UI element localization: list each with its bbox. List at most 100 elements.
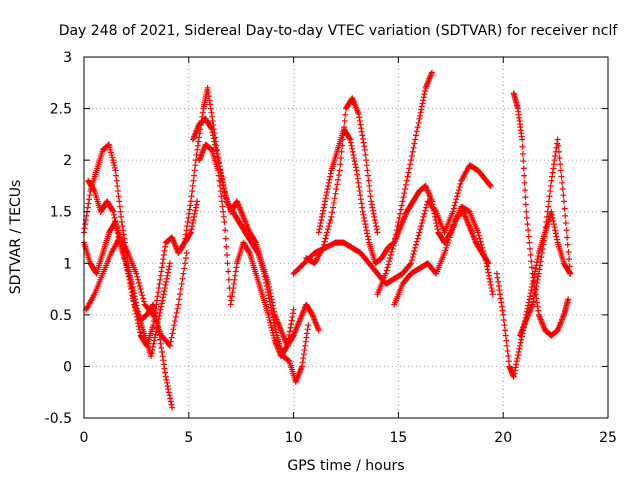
y-tick-label: 1.5 <box>50 205 72 221</box>
data-point <box>327 170 334 177</box>
data-point <box>130 287 137 294</box>
data-point <box>421 91 428 98</box>
data-point <box>544 213 551 220</box>
data-point <box>485 272 492 279</box>
data-point <box>547 182 554 189</box>
data-point <box>221 219 228 226</box>
data-point <box>302 338 309 345</box>
data-point <box>355 110 362 117</box>
data-point <box>132 296 139 303</box>
data-point <box>322 235 329 242</box>
data-point <box>483 260 490 267</box>
data-point <box>140 298 147 305</box>
data-point <box>386 258 393 265</box>
y-tick-label: 0.5 <box>50 308 72 324</box>
data-point <box>502 327 509 334</box>
data-point <box>167 338 174 345</box>
data-point <box>366 188 373 195</box>
data-point <box>194 198 201 205</box>
data-point <box>394 223 401 230</box>
data-point <box>554 236 561 243</box>
data-point <box>497 291 504 298</box>
data-point <box>332 190 339 197</box>
data-point <box>551 224 558 231</box>
data-point <box>129 284 136 291</box>
data-point <box>335 172 342 179</box>
data-point <box>550 221 557 228</box>
data-point <box>228 293 235 300</box>
data-point <box>566 269 573 276</box>
data-point <box>404 173 411 180</box>
data-point <box>364 230 371 237</box>
data-point <box>530 278 537 285</box>
data-point <box>325 179 332 186</box>
data-point <box>385 261 392 268</box>
data-point <box>481 254 488 261</box>
data-point <box>165 269 172 276</box>
data-point <box>357 192 364 199</box>
x-tick-label: 20 <box>494 430 512 446</box>
data-point <box>356 117 363 124</box>
data-point <box>271 308 278 315</box>
data-point <box>420 213 427 220</box>
data-point <box>157 272 164 279</box>
data-point <box>552 153 559 160</box>
data-point <box>538 254 545 261</box>
data-point <box>337 161 344 168</box>
data-point <box>552 227 559 234</box>
data-point <box>397 206 404 213</box>
data-point <box>209 129 216 136</box>
data-point <box>158 303 165 310</box>
data-point <box>269 299 276 306</box>
data-point <box>116 198 123 205</box>
data-point <box>187 198 194 205</box>
y-tick-labels: -0.5 0 0.5 1 1.5 2 2.5 3 <box>45 50 72 427</box>
data-point <box>92 269 99 276</box>
data-point <box>245 248 252 255</box>
data-point <box>195 138 202 145</box>
data-point <box>354 175 361 182</box>
data-point <box>517 339 524 346</box>
data-point <box>162 281 169 288</box>
data-point <box>113 224 120 231</box>
data-point <box>211 138 218 145</box>
data-point <box>191 213 198 220</box>
data-point <box>409 148 416 155</box>
data-point <box>519 143 526 150</box>
data-point <box>348 142 355 149</box>
data-point <box>152 331 159 338</box>
data-point <box>230 280 237 287</box>
data-point <box>500 317 507 324</box>
data-point <box>409 254 416 261</box>
data-point <box>160 357 167 364</box>
data-point <box>323 192 330 199</box>
data-point <box>455 187 462 194</box>
data-point <box>189 182 196 189</box>
data-point <box>417 226 424 233</box>
data-point <box>515 352 522 359</box>
data-point <box>288 317 295 324</box>
data-point <box>86 192 93 199</box>
data-point <box>527 252 534 259</box>
data-point <box>154 293 161 300</box>
data-point <box>422 207 429 214</box>
data-point <box>220 208 227 215</box>
data-point <box>535 270 542 277</box>
data-point <box>166 260 173 267</box>
data-point <box>559 179 566 186</box>
data-point <box>270 305 277 312</box>
data-point <box>518 336 525 343</box>
data-point <box>432 207 439 214</box>
data-point <box>360 139 367 146</box>
data-point <box>132 299 139 306</box>
data-point <box>216 177 223 184</box>
data-point <box>157 276 164 283</box>
data-point <box>549 169 556 176</box>
data-point <box>164 383 171 390</box>
data-point <box>358 128 365 135</box>
x-tick-labels: 0 5 10 15 20 25 <box>80 430 617 446</box>
data-point <box>227 301 234 308</box>
data-point <box>324 186 331 193</box>
data-point <box>323 189 330 196</box>
data-point <box>529 270 536 277</box>
